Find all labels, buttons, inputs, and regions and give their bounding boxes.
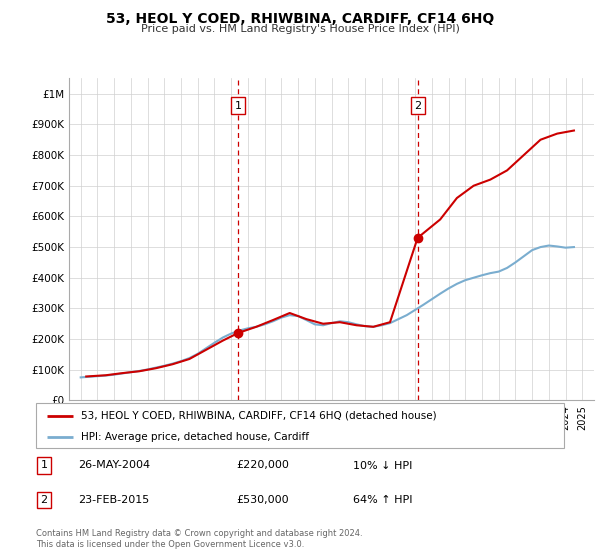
- Text: This data is licensed under the Open Government Licence v3.0.: This data is licensed under the Open Gov…: [36, 540, 304, 549]
- Text: 64% ↑ HPI: 64% ↑ HPI: [353, 495, 412, 505]
- Text: £530,000: £530,000: [236, 495, 289, 505]
- Text: Contains HM Land Registry data © Crown copyright and database right 2024.: Contains HM Land Registry data © Crown c…: [36, 529, 362, 538]
- FancyBboxPatch shape: [36, 403, 564, 448]
- Text: 23-FEB-2015: 23-FEB-2015: [78, 495, 149, 505]
- Text: 10% ↓ HPI: 10% ↓ HPI: [353, 460, 412, 470]
- Text: 26-MAY-2004: 26-MAY-2004: [78, 460, 151, 470]
- Text: £220,000: £220,000: [236, 460, 290, 470]
- Text: HPI: Average price, detached house, Cardiff: HPI: Average price, detached house, Card…: [81, 432, 309, 442]
- Text: 1: 1: [40, 460, 47, 470]
- Text: 1: 1: [235, 101, 242, 111]
- Text: 2: 2: [414, 101, 421, 111]
- Text: 53, HEOL Y COED, RHIWBINA, CARDIFF, CF14 6HQ: 53, HEOL Y COED, RHIWBINA, CARDIFF, CF14…: [106, 12, 494, 26]
- Text: 2: 2: [40, 495, 47, 505]
- Text: Price paid vs. HM Land Registry's House Price Index (HPI): Price paid vs. HM Land Registry's House …: [140, 24, 460, 34]
- Text: 53, HEOL Y COED, RHIWBINA, CARDIFF, CF14 6HQ (detached house): 53, HEOL Y COED, RHIWBINA, CARDIFF, CF14…: [81, 410, 437, 421]
